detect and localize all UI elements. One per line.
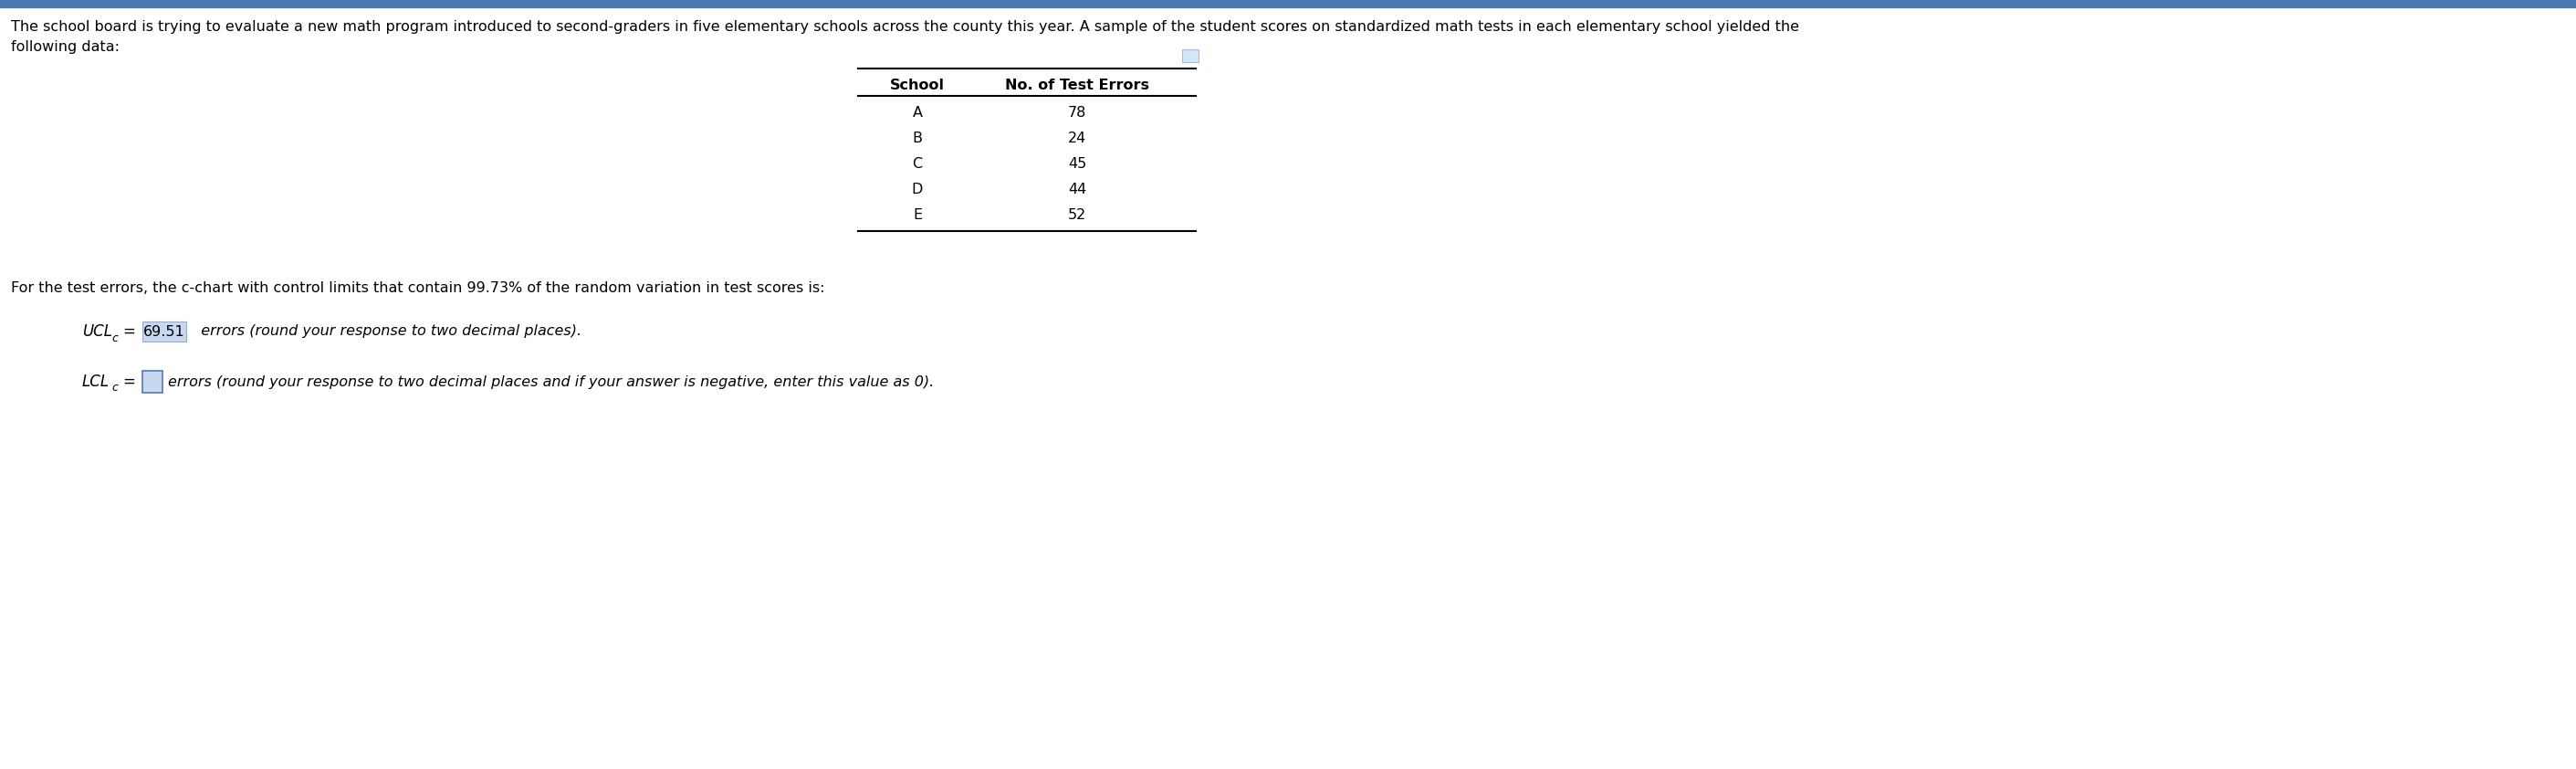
Text: errors (round your response to two decimal places).: errors (round your response to two decim…	[191, 325, 582, 338]
FancyBboxPatch shape	[1182, 49, 1198, 62]
Text: A: A	[912, 105, 922, 119]
Bar	[0, 0, 2576, 8]
Text: B: B	[912, 131, 922, 145]
Text: School: School	[889, 78, 945, 92]
Text: 78: 78	[1069, 105, 1087, 119]
Text: LCL: LCL	[82, 374, 111, 390]
Text: C: C	[912, 157, 922, 170]
Text: 44: 44	[1069, 182, 1087, 196]
Text: errors (round your response to two decimal places and if your answer is negative: errors (round your response to two decim…	[167, 375, 935, 388]
FancyBboxPatch shape	[142, 321, 185, 341]
Text: c: c	[111, 382, 118, 394]
FancyBboxPatch shape	[142, 371, 162, 393]
Text: No. of Test Errors: No. of Test Errors	[1005, 78, 1149, 92]
Text: For the test errors, the c-chart with control limits that contain 99.73% of the : For the test errors, the c-chart with co…	[10, 281, 824, 295]
Text: =: =	[121, 374, 134, 390]
Text: D: D	[912, 182, 922, 196]
Text: UCL: UCL	[82, 323, 113, 340]
Text: c: c	[111, 332, 118, 344]
Text: 24: 24	[1069, 131, 1087, 145]
Text: The school board is trying to evaluate a new math program introduced to second-g: The school board is trying to evaluate a…	[10, 20, 1798, 34]
Text: 69.51: 69.51	[144, 325, 185, 338]
Text: 45: 45	[1069, 157, 1087, 170]
Text: following data:: following data:	[10, 40, 118, 54]
Text: 52: 52	[1069, 208, 1087, 221]
Text: =: =	[121, 323, 134, 340]
Text: E: E	[912, 208, 922, 221]
